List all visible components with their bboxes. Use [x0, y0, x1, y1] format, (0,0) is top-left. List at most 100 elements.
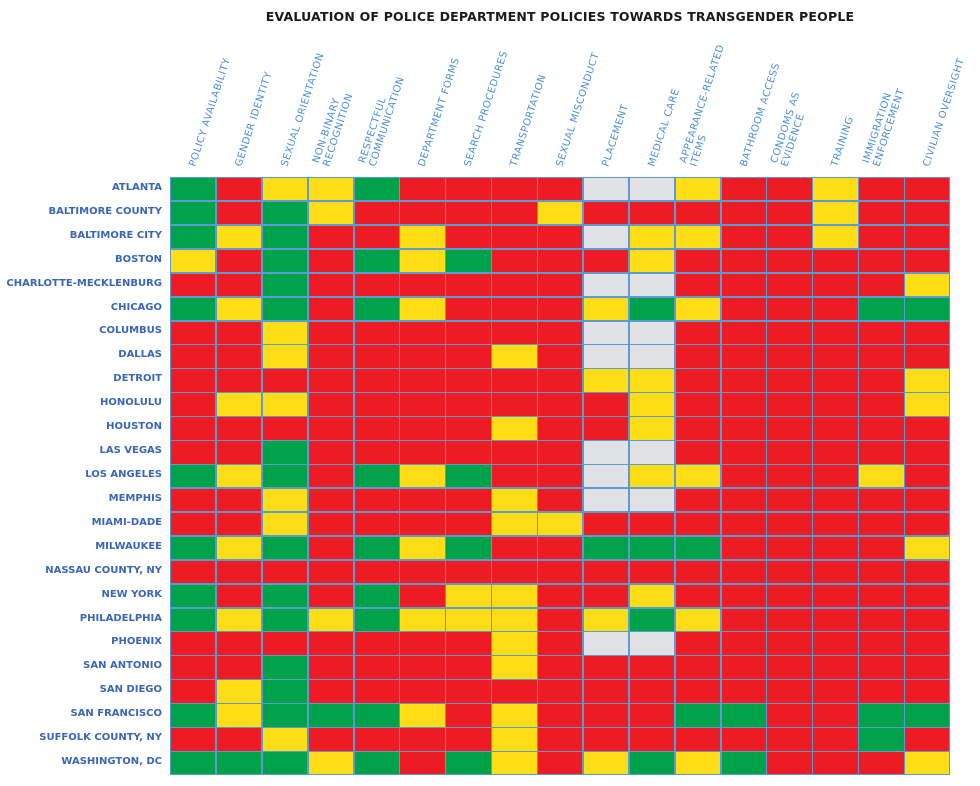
heatmap-cell — [674, 535, 722, 561]
heatmap-cell — [537, 631, 584, 656]
heatmap-cell — [445, 344, 492, 369]
heatmap-cell — [399, 655, 446, 680]
heatmap-cell — [582, 296, 630, 321]
heatmap-cell — [353, 200, 400, 226]
heatmap-cell — [353, 751, 400, 776]
heatmap-cell — [491, 487, 538, 513]
heatmap-cell — [261, 631, 309, 656]
heatmap-cell — [720, 464, 767, 489]
heatmap-cell — [720, 344, 767, 369]
heatmap-cell — [904, 248, 951, 274]
heatmap-cell — [261, 272, 309, 298]
heatmap-cell — [720, 751, 767, 776]
heatmap-cell — [537, 272, 584, 298]
heatmap-cell — [399, 248, 446, 274]
heatmap-cell — [537, 440, 584, 465]
heatmap-cell — [307, 248, 355, 274]
heatmap-cell — [445, 392, 492, 417]
heatmap-cell — [170, 272, 217, 298]
heatmap-cell — [215, 535, 263, 561]
heatmap-cell — [720, 248, 767, 274]
heatmap-cell — [858, 607, 905, 632]
heatmap-cell — [170, 177, 217, 202]
column-label: TRANSPORTATION — [508, 73, 549, 168]
heatmap-cell — [582, 272, 630, 298]
heatmap-cell — [628, 464, 676, 489]
heatmap-cell — [307, 177, 355, 202]
heatmap-cell — [170, 464, 217, 489]
heatmap-cell — [720, 320, 767, 345]
heatmap-cell — [812, 368, 859, 393]
heatmap-cell — [858, 655, 905, 680]
heatmap-cell — [674, 464, 722, 489]
heatmap-cell — [537, 679, 584, 704]
row-label: MEMPHIS — [108, 492, 162, 504]
heatmap-cell — [858, 177, 905, 202]
heatmap-cell — [445, 655, 492, 680]
heatmap-cell — [904, 607, 951, 632]
heatmap-cell — [261, 440, 309, 465]
heatmap-cell — [904, 177, 951, 202]
row-label: MIAMI-DADE — [91, 516, 162, 528]
heatmap-cell — [582, 416, 630, 441]
heatmap-cell — [445, 320, 492, 345]
heatmap-cell — [720, 416, 767, 441]
heatmap-cell — [170, 440, 217, 465]
heatmap-cell — [582, 177, 630, 202]
heatmap-cell — [491, 607, 538, 632]
heatmap-cell — [307, 607, 355, 632]
heatmap-cell — [674, 368, 722, 393]
heatmap-cell — [812, 200, 859, 226]
heatmap-cell — [445, 416, 492, 441]
heatmap-cell — [904, 511, 951, 537]
heatmap-cell — [353, 344, 400, 369]
column-label: GENDER IDENTITY — [233, 70, 275, 168]
heatmap-cell — [904, 703, 951, 728]
heatmap-cell — [491, 511, 538, 537]
row-label: BOSTON — [114, 253, 162, 265]
heatmap-cell — [904, 320, 951, 345]
row-label: DALLAS — [118, 349, 162, 361]
row-label: SAN FRANCISCO — [70, 708, 162, 720]
heatmap-cell — [170, 416, 217, 441]
heatmap-cell — [307, 344, 355, 369]
heatmap-cell — [812, 224, 859, 250]
heatmap-cell — [720, 272, 767, 298]
heatmap-cell — [170, 487, 217, 513]
heatmap-cell — [491, 272, 538, 298]
heatmap-cell — [307, 559, 355, 585]
heatmap-cell — [353, 464, 400, 489]
heatmap-cell — [720, 583, 767, 609]
row-label: BALTIMORE CITY — [69, 229, 162, 241]
column-label: MEDICAL CARE — [646, 87, 682, 168]
heatmap-cell — [858, 727, 905, 752]
heatmap-cell — [537, 392, 584, 417]
heatmap-cell — [215, 464, 263, 489]
heatmap-cell — [537, 344, 584, 369]
heatmap-cell — [858, 631, 905, 656]
heatmap-cell — [858, 464, 905, 489]
heatmap-cell — [628, 535, 676, 561]
heatmap-cell — [766, 272, 813, 298]
heatmap-cell — [215, 631, 263, 656]
heatmap-cell — [353, 272, 400, 298]
heatmap-cell — [537, 703, 584, 728]
heatmap-cell — [399, 416, 446, 441]
heatmap-cell — [445, 272, 492, 298]
heatmap-cell — [720, 607, 767, 632]
heatmap-cell — [215, 272, 263, 298]
column-label: IMMIGRATION ENFORCEMENT — [861, 87, 908, 168]
column-label: DEPARTMENT FORMS — [416, 56, 463, 168]
heatmap-cell — [766, 751, 813, 776]
heatmap-cell — [399, 296, 446, 321]
heatmap-cell — [261, 392, 309, 417]
heatmap-cell — [261, 200, 309, 226]
heatmap-cell — [858, 320, 905, 345]
heatmap-cell — [766, 511, 813, 537]
heatmap-cell — [445, 751, 492, 776]
heatmap-cell — [537, 511, 584, 537]
heatmap-cell — [491, 392, 538, 417]
row-label: NASSAU COUNTY, NY — [45, 564, 162, 576]
heatmap-cell — [674, 727, 722, 752]
heatmap-cell — [170, 727, 217, 752]
